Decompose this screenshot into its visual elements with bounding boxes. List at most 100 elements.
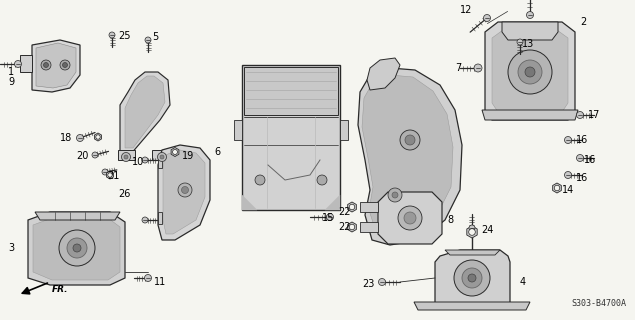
Polygon shape bbox=[435, 250, 510, 306]
Polygon shape bbox=[360, 202, 378, 212]
Text: 5: 5 bbox=[152, 32, 158, 42]
Text: 12: 12 bbox=[460, 5, 472, 15]
Text: 3: 3 bbox=[8, 243, 14, 253]
Circle shape bbox=[96, 135, 100, 139]
Polygon shape bbox=[467, 226, 477, 238]
Circle shape bbox=[178, 183, 192, 197]
Polygon shape bbox=[348, 202, 356, 212]
Circle shape bbox=[59, 230, 95, 266]
Polygon shape bbox=[35, 212, 120, 220]
Polygon shape bbox=[120, 72, 170, 155]
Circle shape bbox=[317, 175, 327, 185]
Circle shape bbox=[518, 60, 542, 84]
Circle shape bbox=[15, 60, 22, 68]
Circle shape bbox=[326, 213, 333, 220]
Polygon shape bbox=[158, 212, 162, 224]
Circle shape bbox=[349, 224, 355, 230]
Circle shape bbox=[173, 149, 177, 155]
Polygon shape bbox=[502, 22, 558, 40]
Text: 23: 23 bbox=[362, 279, 375, 289]
Circle shape bbox=[469, 229, 476, 235]
Circle shape bbox=[44, 62, 48, 68]
Polygon shape bbox=[158, 156, 162, 168]
Circle shape bbox=[108, 173, 112, 177]
Circle shape bbox=[349, 204, 355, 210]
Circle shape bbox=[121, 153, 131, 162]
Text: 6: 6 bbox=[214, 147, 220, 157]
Circle shape bbox=[508, 50, 552, 94]
Polygon shape bbox=[242, 65, 340, 210]
Circle shape bbox=[462, 268, 482, 288]
Circle shape bbox=[565, 137, 572, 143]
Polygon shape bbox=[95, 133, 102, 141]
Polygon shape bbox=[482, 110, 578, 120]
Circle shape bbox=[182, 187, 189, 194]
Circle shape bbox=[124, 155, 128, 159]
Circle shape bbox=[109, 32, 115, 38]
Circle shape bbox=[526, 12, 533, 19]
Circle shape bbox=[160, 155, 164, 159]
Polygon shape bbox=[244, 67, 338, 115]
Polygon shape bbox=[485, 22, 575, 120]
Polygon shape bbox=[152, 150, 172, 160]
Text: 16: 16 bbox=[576, 173, 588, 183]
Circle shape bbox=[565, 172, 572, 179]
Text: 16: 16 bbox=[584, 155, 596, 165]
Polygon shape bbox=[360, 222, 378, 232]
Polygon shape bbox=[242, 195, 257, 210]
Circle shape bbox=[62, 62, 67, 68]
Polygon shape bbox=[125, 76, 165, 148]
Circle shape bbox=[468, 274, 476, 282]
Text: 13: 13 bbox=[522, 39, 534, 49]
Text: 15: 15 bbox=[322, 213, 335, 223]
Polygon shape bbox=[367, 58, 400, 90]
Circle shape bbox=[398, 206, 422, 230]
Circle shape bbox=[378, 278, 385, 285]
Polygon shape bbox=[445, 250, 500, 255]
Text: S303-B4700A: S303-B4700A bbox=[571, 299, 626, 308]
Circle shape bbox=[102, 169, 108, 175]
Circle shape bbox=[92, 152, 98, 158]
Polygon shape bbox=[340, 120, 348, 140]
Polygon shape bbox=[234, 120, 242, 140]
Polygon shape bbox=[20, 55, 32, 72]
Text: 24: 24 bbox=[481, 225, 493, 235]
Polygon shape bbox=[348, 222, 356, 232]
Text: 17: 17 bbox=[588, 110, 600, 120]
Text: 26: 26 bbox=[118, 189, 130, 199]
Text: 25: 25 bbox=[118, 31, 131, 41]
Circle shape bbox=[554, 185, 559, 191]
Circle shape bbox=[157, 153, 166, 162]
Circle shape bbox=[255, 175, 265, 185]
Circle shape bbox=[392, 192, 398, 198]
Polygon shape bbox=[28, 212, 125, 285]
Text: 7: 7 bbox=[455, 63, 461, 73]
Text: 18: 18 bbox=[60, 133, 72, 143]
Circle shape bbox=[483, 14, 490, 21]
Circle shape bbox=[474, 64, 482, 72]
Polygon shape bbox=[171, 148, 179, 156]
Polygon shape bbox=[118, 150, 135, 160]
Circle shape bbox=[142, 217, 148, 223]
Text: FR.: FR. bbox=[52, 285, 69, 294]
Circle shape bbox=[405, 135, 415, 145]
Text: 1: 1 bbox=[8, 67, 14, 77]
Text: 20: 20 bbox=[76, 151, 88, 161]
Circle shape bbox=[577, 111, 584, 118]
Text: 2: 2 bbox=[580, 17, 586, 27]
Polygon shape bbox=[492, 30, 568, 112]
Circle shape bbox=[517, 39, 523, 45]
Text: 11: 11 bbox=[154, 277, 166, 287]
Polygon shape bbox=[33, 218, 120, 280]
Text: 22: 22 bbox=[338, 222, 351, 232]
Polygon shape bbox=[378, 192, 442, 244]
Circle shape bbox=[454, 260, 490, 296]
Circle shape bbox=[145, 37, 151, 43]
Polygon shape bbox=[158, 145, 210, 240]
Circle shape bbox=[67, 238, 87, 258]
Polygon shape bbox=[36, 43, 76, 88]
Polygon shape bbox=[325, 195, 340, 210]
Polygon shape bbox=[362, 75, 453, 236]
Text: 14: 14 bbox=[562, 185, 574, 195]
Polygon shape bbox=[32, 40, 80, 92]
